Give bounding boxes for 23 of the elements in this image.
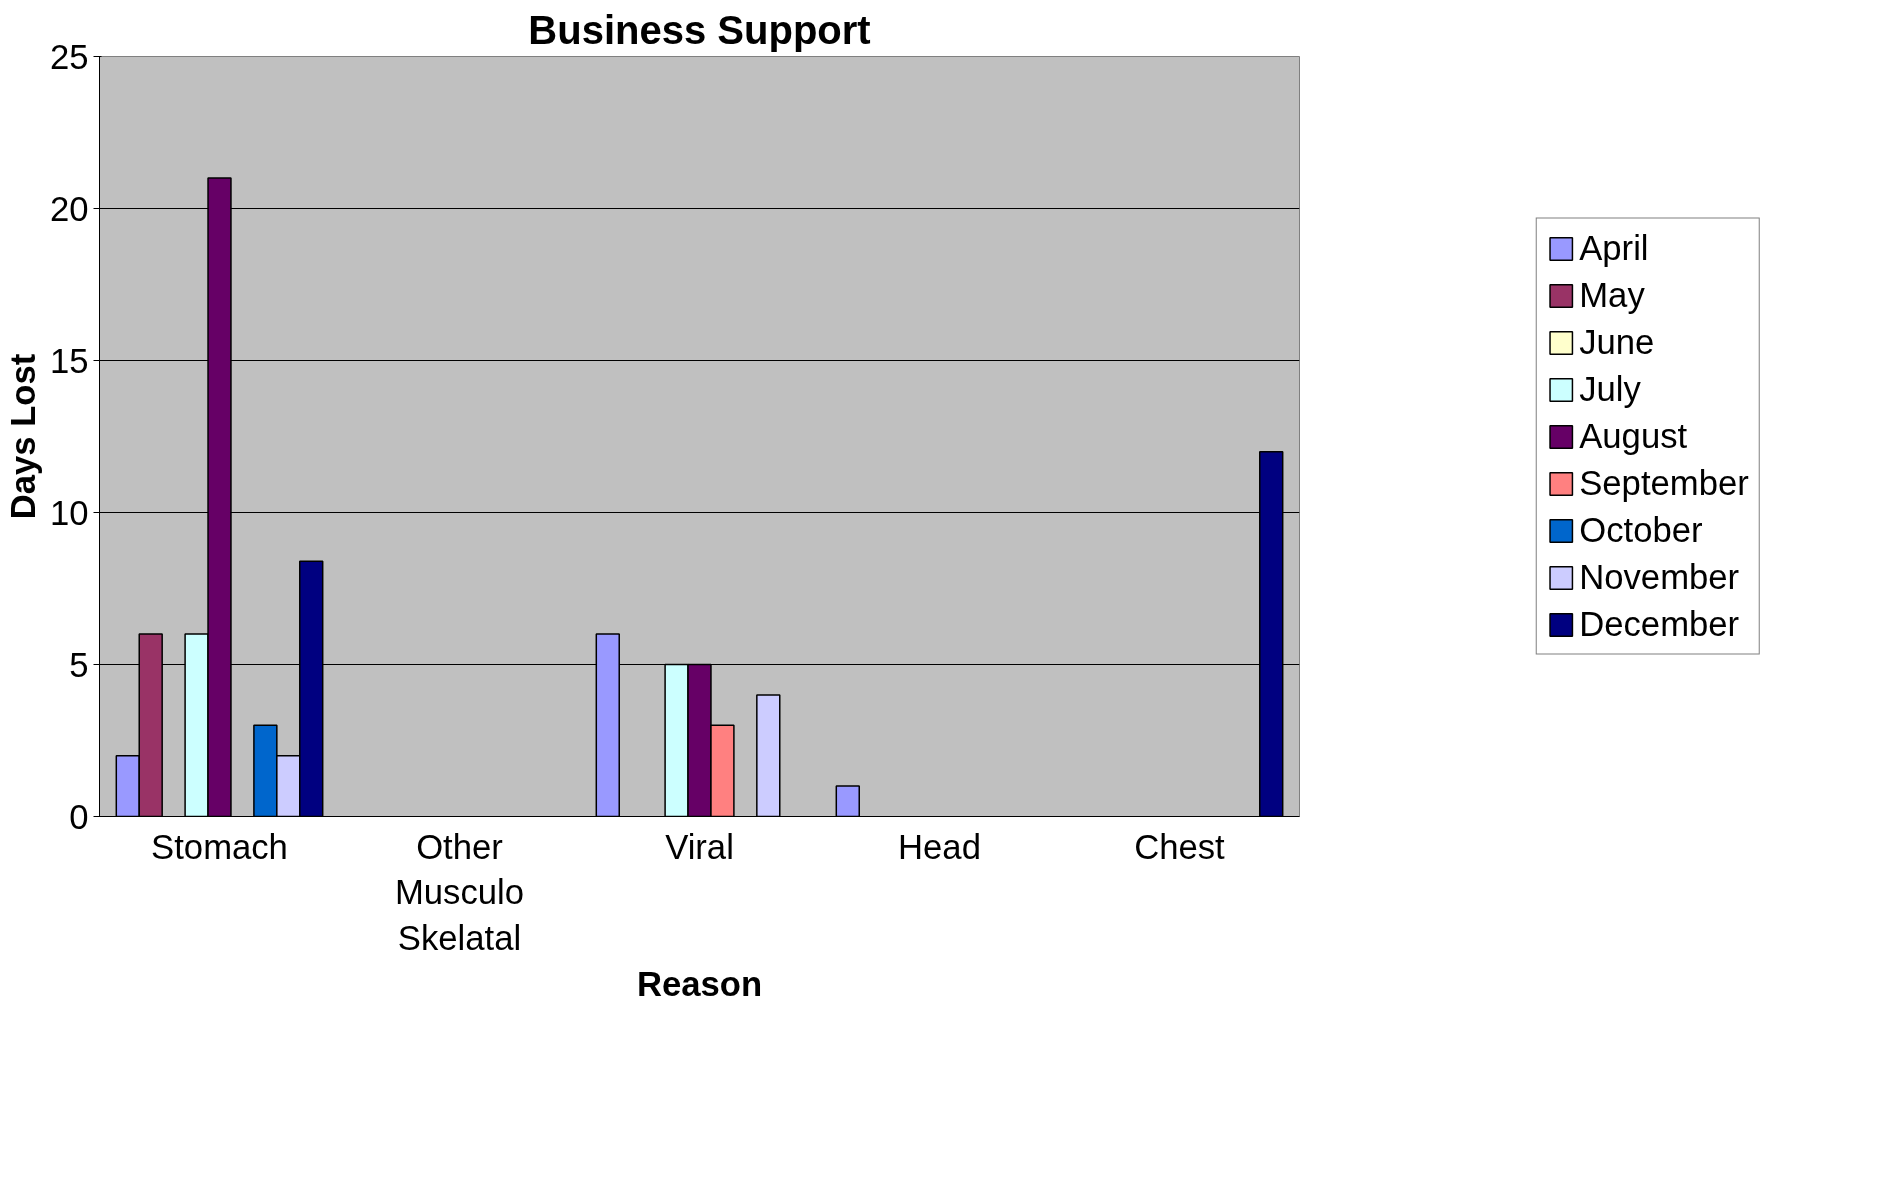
chart-title: Business Support xyxy=(528,7,871,52)
x-tick-label: Chest xyxy=(1134,827,1226,866)
legend-label: December xyxy=(1579,604,1740,644)
y-tick-label: 25 xyxy=(49,37,89,76)
x-tick-label: Stomach xyxy=(151,827,288,866)
y-axis-title: Days Lost xyxy=(3,353,42,520)
y-tick-label: 0 xyxy=(69,797,89,836)
legend-label: May xyxy=(1579,275,1645,315)
x-tick-label: Head xyxy=(898,827,981,866)
y-tick-label: 15 xyxy=(49,341,89,380)
y-tick-label: 10 xyxy=(49,493,89,532)
y-tick-label: 5 xyxy=(69,645,89,684)
legend-label: April xyxy=(1579,228,1649,268)
legend-label: June xyxy=(1579,322,1655,362)
legend-label: November xyxy=(1579,557,1740,597)
x-tick-label: Other Musculo Skelatal xyxy=(394,827,525,957)
y-tick-label: 20 xyxy=(49,189,89,228)
x-axis-title: Reason xyxy=(636,964,763,1003)
x-tick-label: Viral xyxy=(665,827,734,866)
legend-label: October xyxy=(1579,510,1703,550)
legend-label: July xyxy=(1579,369,1641,409)
legend-label: August xyxy=(1579,416,1688,456)
legend-label: September xyxy=(1579,463,1749,503)
